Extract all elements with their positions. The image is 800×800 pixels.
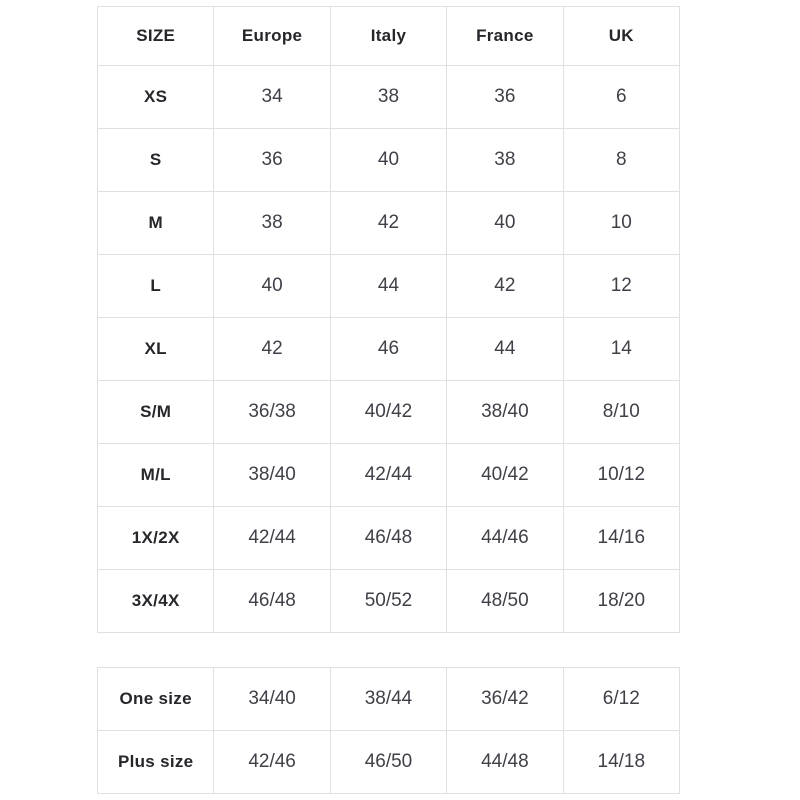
size-label-cell: Plus size <box>96 730 215 794</box>
value-cell: 10/12 <box>562 443 681 507</box>
table-row-s-m: S/M 36/38 40/42 38/40 8/10 <box>96 380 681 444</box>
table-row-m: M 38 42 40 10 <box>96 191 681 255</box>
value-cell: 8 <box>562 128 681 192</box>
special-sizes-table: One size 34/40 38/44 36/42 6/12 Plus siz… <box>96 667 681 794</box>
value-cell: 38/40 <box>446 380 564 444</box>
value-cell: 36/42 <box>446 667 564 731</box>
value-cell: 44/46 <box>446 506 564 570</box>
value-cell: 36/38 <box>213 380 331 444</box>
value-cell: 38 <box>213 191 331 255</box>
value-cell: 38/40 <box>213 443 331 507</box>
value-cell: 44 <box>446 317 564 381</box>
value-cell: 40 <box>446 191 564 255</box>
header-row: SIZE Europe Italy France UK <box>96 6 681 66</box>
value-cell: 46/48 <box>329 506 448 570</box>
value-cell: 34/40 <box>213 667 331 731</box>
value-cell: 42 <box>329 191 448 255</box>
value-cell: 50/52 <box>329 569 448 633</box>
value-cell: 48/50 <box>446 569 564 633</box>
value-cell: 38/44 <box>329 667 448 731</box>
size-label-cell: 1X/2X <box>96 506 215 570</box>
size-label-cell: M/L <box>96 443 215 507</box>
value-cell: 42 <box>213 317 331 381</box>
column-header-uk: UK <box>562 6 681 66</box>
value-cell: 46 <box>329 317 448 381</box>
size-label-cell: XL <box>96 317 215 381</box>
value-cell: 42/46 <box>213 730 331 794</box>
value-cell: 46/48 <box>213 569 331 633</box>
column-header-size: SIZE <box>96 6 215 66</box>
value-cell: 42/44 <box>213 506 331 570</box>
value-cell: 46/50 <box>329 730 448 794</box>
size-label-cell: L <box>96 254 215 318</box>
value-cell: 14 <box>562 317 681 381</box>
table-row-plus-size: Plus size 42/46 46/50 44/48 14/18 <box>96 730 681 794</box>
table-row-m-l: M/L 38/40 42/44 40/42 10/12 <box>96 443 681 507</box>
value-cell: 36 <box>213 128 331 192</box>
table-row-s: S 36 40 38 8 <box>96 128 681 192</box>
size-label-cell: One size <box>96 667 215 731</box>
size-label-cell: 3X/4X <box>96 569 215 633</box>
table-row-xs: XS 34 38 36 6 <box>96 65 681 129</box>
table-row-xl: XL 42 46 44 14 <box>96 317 681 381</box>
value-cell: 42 <box>446 254 564 318</box>
table-row-l: L 40 44 42 12 <box>96 254 681 318</box>
value-cell: 8/10 <box>562 380 681 444</box>
value-cell: 36 <box>446 65 564 129</box>
size-label-cell: M <box>96 191 215 255</box>
value-cell: 40 <box>329 128 448 192</box>
value-cell: 38 <box>329 65 448 129</box>
table-row-3x-4x: 3X/4X 46/48 50/52 48/50 18/20 <box>96 569 681 633</box>
value-cell: 14/16 <box>562 506 681 570</box>
table-row-1x-2x: 1X/2X 42/44 46/48 44/46 14/16 <box>96 506 681 570</box>
size-label-cell: S <box>96 128 215 192</box>
value-cell: 40/42 <box>446 443 564 507</box>
column-header-france: France <box>446 6 564 66</box>
value-cell: 14/18 <box>562 730 681 794</box>
value-cell: 34 <box>213 65 331 129</box>
value-cell: 44 <box>329 254 448 318</box>
size-label-cell: XS <box>96 65 215 129</box>
column-header-italy: Italy <box>329 6 448 66</box>
value-cell: 6/12 <box>562 667 681 731</box>
value-cell: 6 <box>562 65 681 129</box>
table-row-one-size: One size 34/40 38/44 36/42 6/12 <box>96 667 681 731</box>
value-cell: 18/20 <box>562 569 681 633</box>
value-cell: 40/42 <box>329 380 448 444</box>
value-cell: 38 <box>446 128 564 192</box>
value-cell: 40 <box>213 254 331 318</box>
size-conversion-table: SIZE Europe Italy France UK XS 34 38 36 … <box>96 6 681 633</box>
value-cell: 42/44 <box>329 443 448 507</box>
value-cell: 10 <box>562 191 681 255</box>
value-cell: 12 <box>562 254 681 318</box>
value-cell: 44/48 <box>446 730 564 794</box>
size-label-cell: S/M <box>96 380 215 444</box>
column-header-europe: Europe <box>213 6 331 66</box>
